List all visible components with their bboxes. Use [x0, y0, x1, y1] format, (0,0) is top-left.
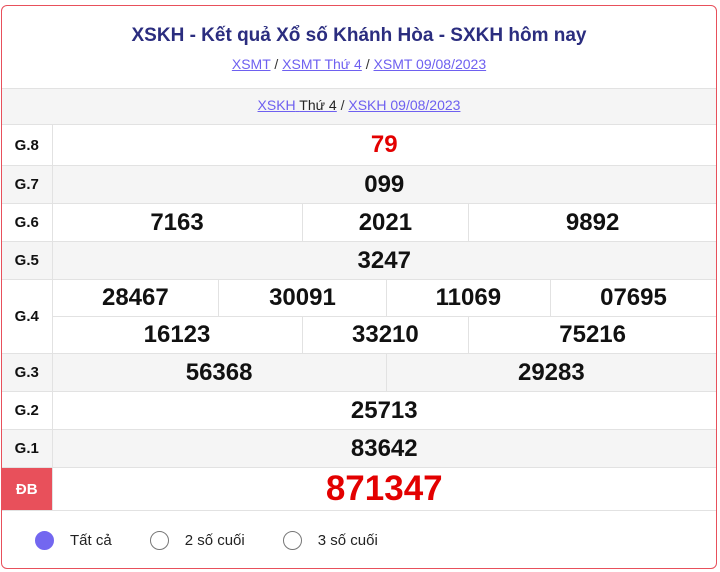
row-g7: G.7 099	[2, 165, 716, 204]
row-g5: G.5 3247	[2, 241, 716, 280]
results-card: XSKH - Kết quả Xổ số Khánh Hòa - SXKH hô…	[1, 5, 717, 569]
row-g1: G.1 83642	[2, 429, 716, 468]
row-g4b: 16123 33210 75216	[2, 316, 716, 354]
link-xsmt-date[interactable]: XSMT 09/08/2023	[373, 56, 487, 72]
link-xsmt-thu4[interactable]: XSMT Thứ 4	[282, 56, 362, 72]
radio-checked-icon[interactable]	[35, 531, 54, 550]
row-db: ĐB 871347	[2, 467, 716, 511]
row-g2: G.2 25713	[2, 391, 716, 430]
radio-last-2[interactable]: 2 số cuối	[149, 531, 245, 550]
row-g8: G.8 79	[2, 124, 716, 166]
radio-last-3[interactable]: 3 số cuối	[282, 531, 378, 550]
radio-unchecked-icon[interactable]	[282, 531, 302, 550]
link-xskh-thu4[interactable]: XSKH Thứ 4	[257, 97, 337, 113]
digit-filter: Tất cả 2 số cuối 3 số cuối	[2, 511, 716, 550]
link-xsmt[interactable]: XSMT	[231, 56, 271, 72]
row-g3: G.3 56368 29283	[2, 353, 716, 392]
breadcrumb: XSMT / XSMT Thứ 4 / XSMT 09/08/2023	[231, 56, 487, 72]
row-g6: G.6 7163 2021 9892	[2, 203, 716, 242]
page-title: XSKH - Kết quả Xổ số Khánh Hòa - SXKH hô…	[131, 25, 587, 46]
link-xskh-date[interactable]: XSKH 09/08/2023	[348, 97, 461, 113]
sub-breadcrumb: XSKH Thứ 4 / XSKH 09/08/2023	[2, 88, 716, 124]
special-prize: 871347	[51, 467, 716, 511]
radio-all[interactable]: Tất cả	[35, 531, 112, 550]
radio-unchecked-icon[interactable]	[149, 531, 169, 550]
results-table: G.8 79 G.7 099 G.6 7163 2021 9892 G.5 3247 G.4…	[2, 124, 716, 511]
row-g4: G.4 28467 30091 11069 07695	[2, 279, 716, 354]
